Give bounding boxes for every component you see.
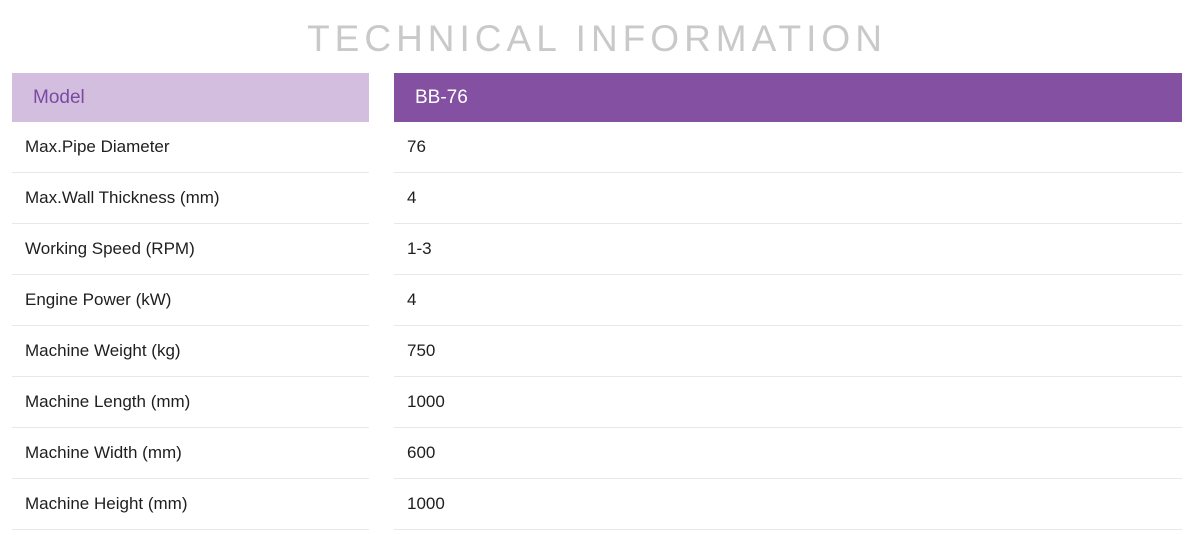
header-value: BB-76 — [394, 73, 1182, 122]
table-row: Machine Width (mm) 600 — [12, 428, 1182, 479]
table-row: Max.Wall Thickness (mm) 4 — [12, 173, 1182, 224]
spec-value: 4 — [394, 275, 1182, 326]
spec-value: 600 — [394, 428, 1182, 479]
spec-label: Machine Length (mm) — [12, 377, 369, 428]
spec-value: 1-3 — [394, 224, 1182, 275]
spec-label: Working Speed (RPM) — [12, 224, 369, 275]
spec-label: Max.Wall Thickness (mm) — [12, 173, 369, 224]
table-row: Machine Height (mm) 1000 — [12, 479, 1182, 530]
spec-value: 1000 — [394, 377, 1182, 428]
spec-label: Machine Width (mm) — [12, 428, 369, 479]
spec-label: Engine Power (kW) — [12, 275, 369, 326]
table-row: Max.Pipe Diameter 76 — [12, 122, 1182, 173]
spec-label: Machine Height (mm) — [12, 479, 369, 530]
table-row: Engine Power (kW) 4 — [12, 275, 1182, 326]
spec-value: 76 — [394, 122, 1182, 173]
table-header-row: Model BB-76 — [12, 73, 1182, 122]
spec-value: 4 — [394, 173, 1182, 224]
table-row: Machine Length (mm) 1000 — [12, 377, 1182, 428]
technical-info-table: Model BB-76 Max.Pipe Diameter 76 Max.Wal… — [12, 73, 1182, 530]
spec-value: 1000 — [394, 479, 1182, 530]
table-row: Working Speed (RPM) 1-3 — [12, 224, 1182, 275]
table-row: Machine Weight (kg) 750 — [12, 326, 1182, 377]
spec-value: 750 — [394, 326, 1182, 377]
spec-label: Max.Pipe Diameter — [12, 122, 369, 173]
header-label: Model — [12, 73, 369, 122]
page-title: TECHNICAL INFORMATION — [307, 18, 887, 59]
spec-label: Machine Weight (kg) — [12, 326, 369, 377]
